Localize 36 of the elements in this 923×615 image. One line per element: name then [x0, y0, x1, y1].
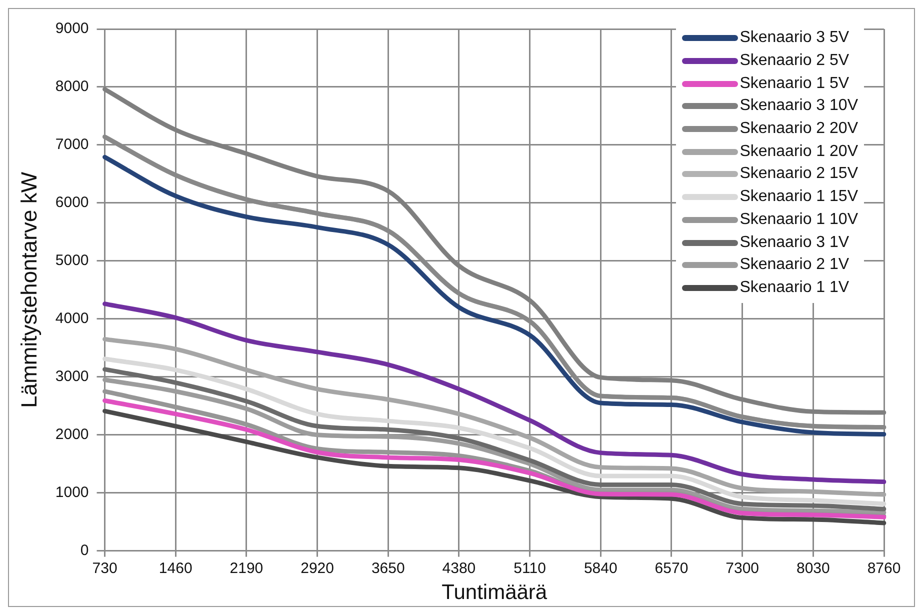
legend-label: Skenaario 1 1V — [740, 278, 850, 297]
legend-label: Skenaario 3 10V — [740, 97, 858, 116]
y-axis-title: Lämmitystehontarve kW — [16, 172, 42, 408]
x-tick-label: 2920 — [300, 560, 334, 577]
y-tick-label: 5000 — [55, 252, 89, 270]
y-tick-label: 8000 — [55, 78, 89, 96]
y-tick-label: 4000 — [55, 310, 89, 328]
x-tick-label: 8760 — [867, 560, 901, 577]
legend-label: Skenaario 1 10V — [740, 210, 858, 229]
x-tick-label: 8030 — [796, 560, 830, 577]
legend-label: Skenaario 3 1V — [740, 234, 850, 252]
y-tick-label: 2000 — [55, 426, 89, 443]
legend-label: Skenaario 2 20V — [740, 120, 858, 138]
y-tick-label: 6000 — [55, 194, 89, 212]
x-tick-label: 6570 — [654, 560, 688, 577]
y-tick-label: 3000 — [55, 368, 89, 386]
x-tick-label: 3650 — [371, 560, 405, 577]
legend-label: Skenaario 1 20V — [740, 142, 858, 161]
legend-label: Skenaario 1 15V — [740, 188, 858, 206]
legend-label: Skenaario 2 1V — [740, 256, 850, 274]
y-tick-label: 0 — [80, 542, 89, 559]
legend-label: Skenaario 1 5V — [740, 74, 850, 93]
x-tick-label: 2190 — [230, 560, 264, 577]
legend-label: Skenaario 2 15V — [740, 165, 858, 184]
x-tick-label: 7300 — [726, 560, 760, 577]
legend-label: Skenaario 2 5V — [740, 52, 850, 70]
x-tick-label: 5840 — [584, 560, 618, 577]
legend-label: Skenaario 3 5V — [740, 29, 850, 48]
x-tick-label: 730 — [92, 560, 118, 577]
x-axis-title: Tuntimäärä — [442, 581, 548, 604]
y-tick-label: 1000 — [55, 484, 89, 501]
x-tick-label: 5110 — [514, 560, 546, 577]
y-tick-label: 7000 — [55, 136, 89, 154]
y-tick-label: 9000 — [55, 20, 89, 38]
x-tick-label: 1460 — [158, 560, 192, 577]
x-tick-label: 4380 — [442, 560, 476, 577]
